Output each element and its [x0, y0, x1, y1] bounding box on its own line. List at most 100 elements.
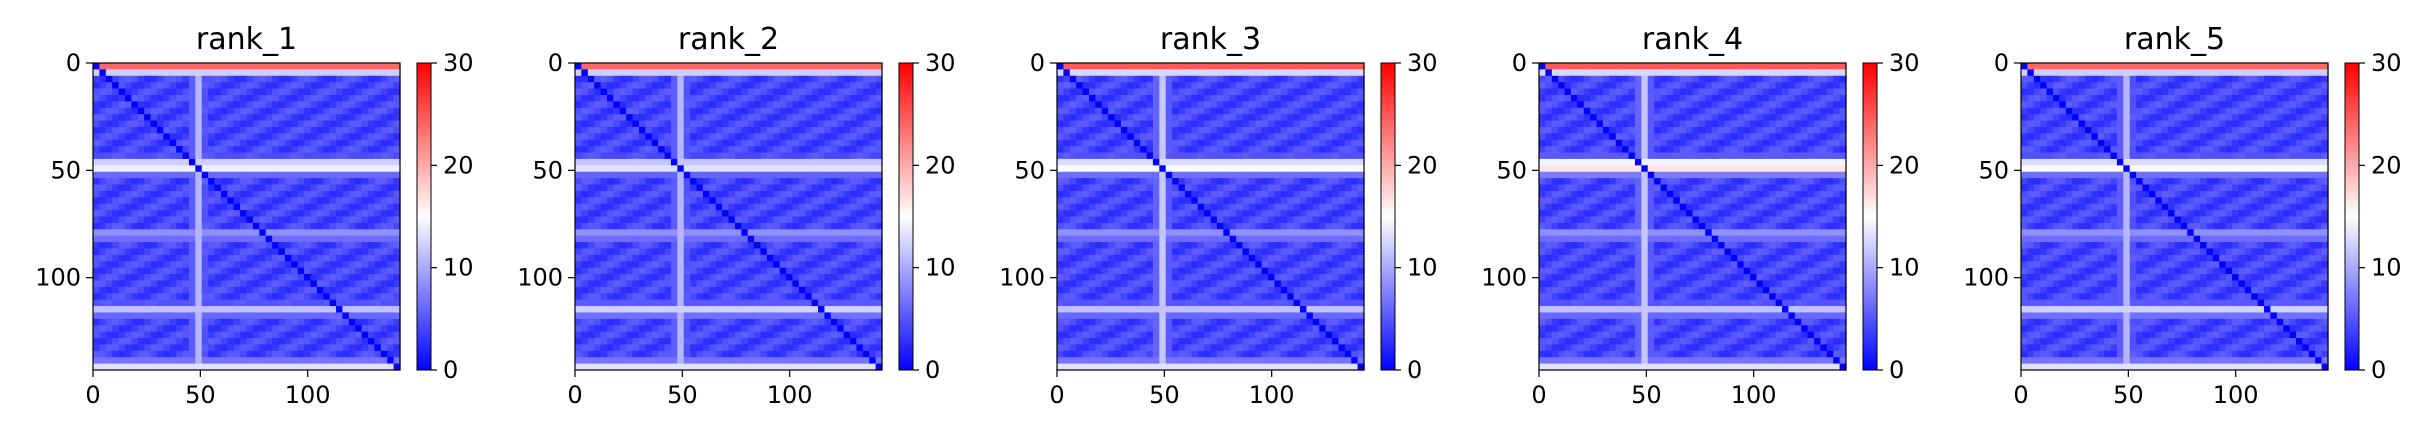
heatmap-cell: [380, 338, 388, 346]
heatmap-cell: [393, 306, 401, 314]
heatmap-cell: [137, 88, 145, 96]
heatmap-cell: [368, 312, 376, 320]
heatmap-cell: [393, 312, 401, 320]
heatmap-cell: [651, 306, 659, 314]
heatmap-cell: [246, 312, 254, 320]
heatmap-cell: [259, 107, 267, 115]
heatmap-cell: [786, 235, 794, 243]
heatmap-cell: [1223, 63, 1231, 70]
heatmap-cell: [862, 210, 870, 218]
heatmap-cell: [856, 318, 864, 326]
heatmap-cell: [683, 312, 691, 320]
heatmap-cell: [380, 318, 388, 326]
heatmap-cell: [779, 82, 787, 90]
heatmap-cell: [156, 203, 164, 211]
heatmap-cell: [754, 242, 762, 250]
heatmap-cell: [587, 229, 595, 237]
heatmap-cell: [709, 235, 717, 243]
heatmap-cell: [368, 318, 376, 326]
heatmap-cell: [259, 101, 267, 109]
heatmap-cell: [118, 75, 126, 83]
heatmap-cell: [182, 114, 190, 122]
heatmap-cell: [862, 363, 870, 371]
heatmap-cell: [690, 120, 698, 128]
heatmap-cell: [182, 254, 190, 262]
heatmap-cell: [690, 152, 698, 160]
heatmap-cell: [626, 139, 634, 147]
heatmap-cell: [169, 318, 177, 326]
heatmap-cell: [575, 171, 582, 179]
heatmap-cell: [201, 210, 209, 218]
heatmap-cell: [169, 63, 177, 70]
heatmap-cell: [355, 171, 363, 179]
heatmap-cell: [112, 293, 120, 301]
heatmap-cell: [856, 203, 864, 211]
heatmap-cell: [575, 69, 582, 77]
heatmap-cell: [393, 190, 401, 198]
heatmap-cell: [702, 363, 710, 371]
heatmap-cell: [626, 210, 634, 218]
heatmap-cell: [741, 274, 749, 282]
heatmap-cell: [348, 101, 356, 109]
heatmap-cell: [818, 267, 826, 275]
heatmap-cell: [741, 357, 749, 365]
heatmap-cell: [805, 63, 813, 70]
heatmap-cell: [374, 312, 382, 320]
heatmap-cell: [1204, 88, 1212, 96]
heatmap-cell: [1159, 63, 1167, 70]
heatmap-cell: [651, 158, 659, 166]
heatmap-cell: [638, 63, 646, 70]
heatmap-cell: [837, 114, 845, 122]
heatmap-cell: [613, 88, 621, 96]
heatmap-cell: [131, 69, 139, 77]
heatmap-cell: [240, 312, 248, 320]
heatmap-cell: [265, 331, 273, 339]
heatmap-cell: [252, 82, 260, 90]
heatmap-cell: [805, 242, 813, 250]
heatmap-cell: [619, 312, 627, 320]
heatmap-cell: [856, 158, 864, 166]
heatmap-cell: [393, 331, 401, 339]
heatmap-cell: [600, 178, 608, 186]
heatmap-cell: [798, 312, 806, 320]
heatmap-cell: [214, 325, 222, 333]
heatmap-cell: [310, 165, 318, 173]
heatmap-cell: [664, 120, 672, 128]
heatmap-cell: [722, 75, 730, 83]
heatmap-cell: [336, 171, 344, 179]
heatmap-cell: [208, 184, 216, 192]
heatmap-cell: [805, 139, 813, 147]
heatmap-cell: [581, 312, 589, 320]
heatmap-cell: [760, 210, 768, 218]
heatmap-cell: [201, 286, 209, 294]
heatmap-cell: [137, 107, 145, 115]
heatmap-cell: [626, 94, 634, 102]
heatmap-cell: [368, 350, 376, 358]
heatmap-cell: [342, 344, 350, 352]
heatmap-cell: [374, 126, 382, 134]
heatmap-cell: [297, 235, 305, 243]
heatmap-cell: [118, 274, 126, 282]
heatmap-cell: [265, 363, 273, 371]
heatmap-cell: [310, 69, 318, 77]
heatmap-cell: [728, 222, 736, 230]
heatmap-cell: [843, 152, 851, 160]
heatmap-cell: [581, 210, 589, 218]
heatmap-cell: [105, 325, 113, 333]
heatmap-cell: [188, 286, 196, 294]
heatmap-cell: [278, 248, 286, 256]
heatmap-cell: [355, 178, 363, 186]
heatmap-cell: [393, 63, 401, 70]
heatmap-cell: [651, 325, 659, 333]
heatmap-cell: [766, 69, 774, 77]
heatmap-cell: [875, 344, 883, 352]
heatmap-cell: [1159, 69, 1167, 77]
heatmap-cell: [118, 152, 126, 160]
heatmap-cell: [651, 357, 659, 365]
heatmap-cell: [760, 338, 768, 346]
heatmap-cell: [348, 190, 356, 198]
heatmap-cell: [1268, 63, 1276, 70]
heatmap-cell: [342, 152, 350, 160]
heatmap-cell: [220, 286, 228, 294]
heatmap-cell: [265, 248, 273, 256]
